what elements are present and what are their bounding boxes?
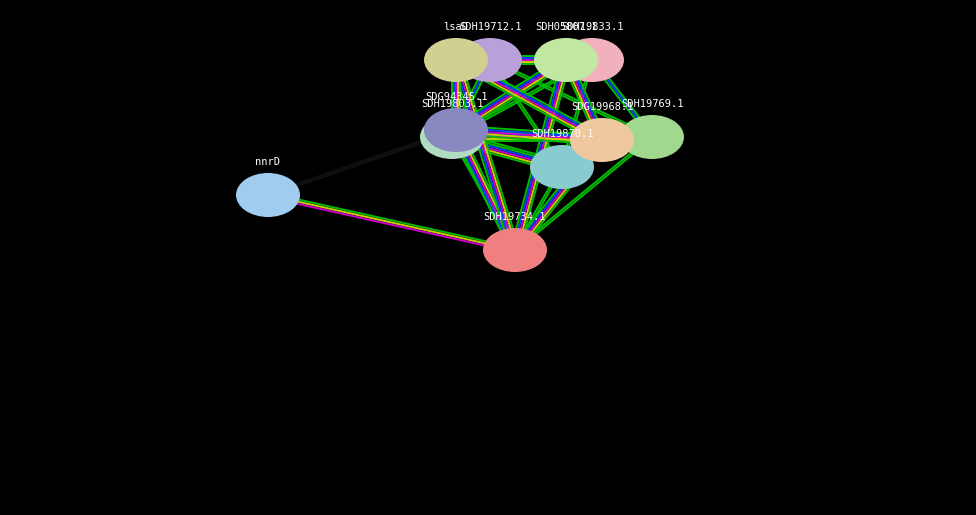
Ellipse shape [620, 115, 684, 159]
Ellipse shape [530, 145, 594, 189]
Ellipse shape [424, 108, 488, 152]
Text: SDH05807.1: SDH05807.1 [535, 22, 597, 32]
Text: SDH19803.1: SDH19803.1 [421, 99, 483, 109]
Text: SDH19734.1: SDH19734.1 [484, 212, 547, 222]
Ellipse shape [458, 38, 522, 82]
Text: SDH19833.1: SDH19833.1 [561, 22, 624, 32]
Text: lsaD: lsaD [443, 22, 468, 32]
Text: nnrD: nnrD [256, 157, 280, 167]
Text: SDG19968.1: SDG19968.1 [571, 102, 633, 112]
Ellipse shape [236, 173, 300, 217]
Ellipse shape [570, 118, 634, 162]
Text: SDG94345.1: SDG94345.1 [425, 92, 487, 102]
Ellipse shape [560, 38, 624, 82]
Text: SDH19870.1: SDH19870.1 [531, 129, 593, 139]
Ellipse shape [534, 38, 598, 82]
Text: SDH19769.1: SDH19769.1 [621, 99, 683, 109]
Ellipse shape [483, 228, 547, 272]
Ellipse shape [420, 115, 484, 159]
Text: SDH19712.1: SDH19712.1 [459, 22, 521, 32]
Ellipse shape [424, 38, 488, 82]
